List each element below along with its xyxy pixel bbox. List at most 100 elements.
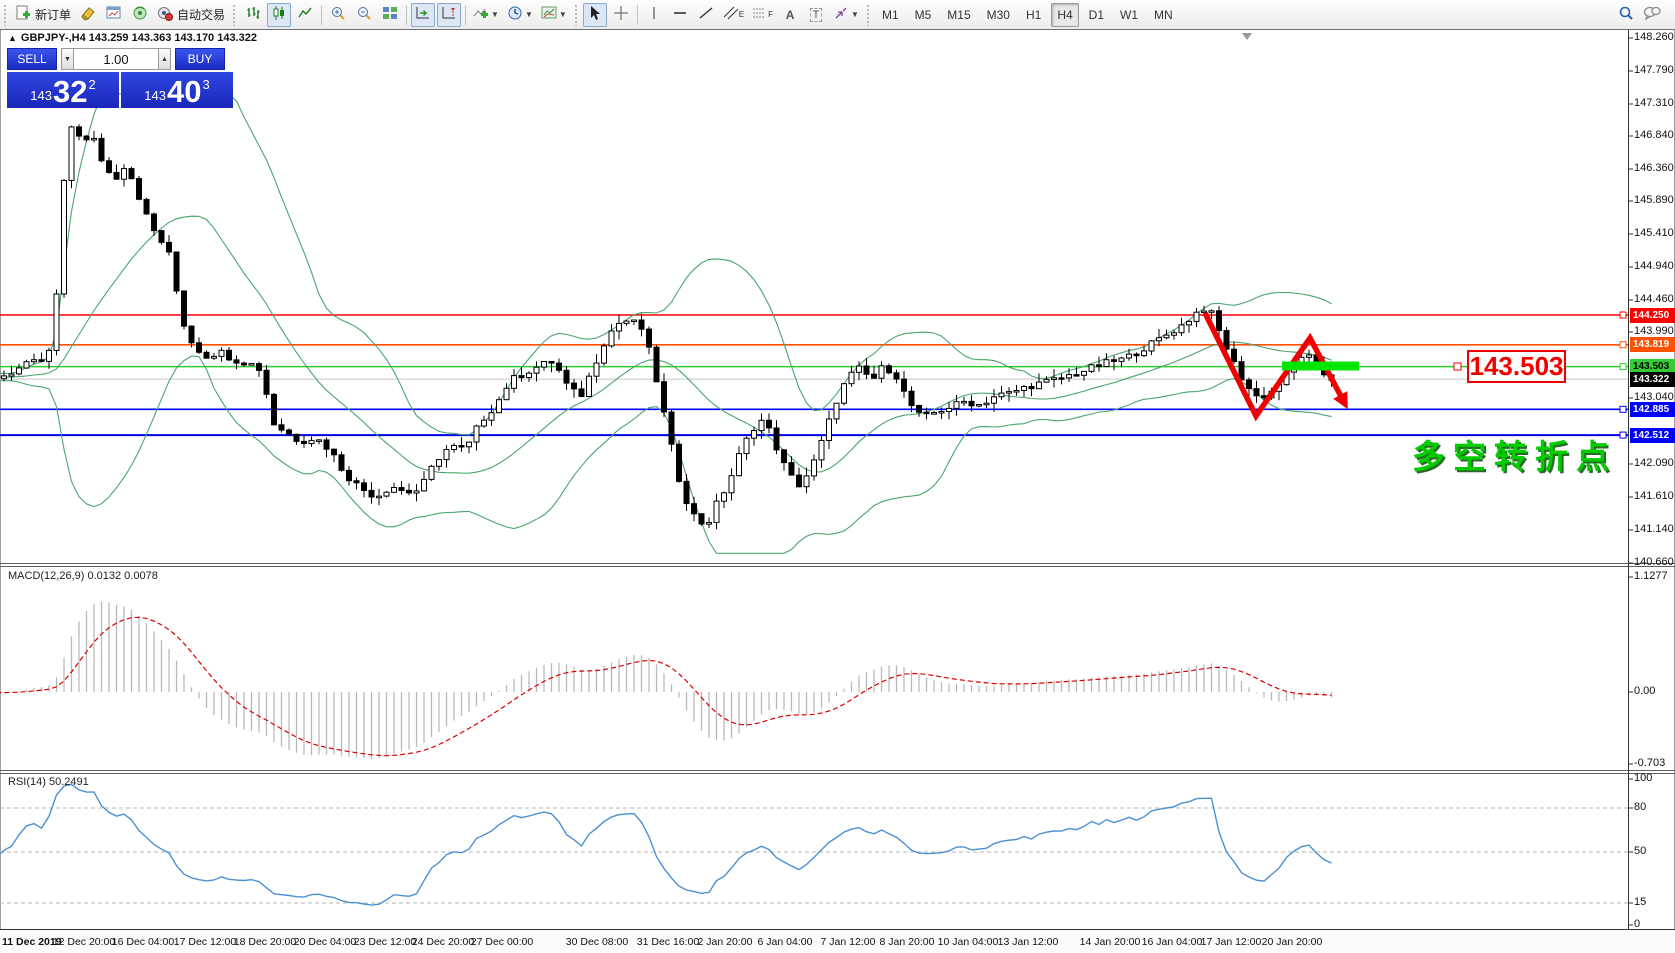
annotation-anchor-square: [1453, 362, 1462, 371]
chat-button[interactable]: [1640, 3, 1664, 27]
fibonacci-tool-label: F: [768, 10, 774, 19]
zoom-in-icon: [330, 5, 346, 24]
one-click-trade-panel: SELL ▼ ▲ BUY 143 32 2 143 40 3: [7, 48, 233, 108]
fibonacci-tool[interactable]: F: [749, 3, 776, 27]
bollinger-bands: [0, 93, 1332, 554]
buy-price-big: 40: [166, 74, 202, 109]
candle-chart-type-button[interactable]: [267, 2, 292, 27]
trendline-tool[interactable]: [694, 3, 718, 27]
indicators-button[interactable]: ▼: [470, 3, 502, 27]
timeframe-button-M15[interactable]: M15: [947, 7, 971, 22]
dropdown-arrow-icon: ▼: [851, 10, 859, 19]
buy-button[interactable]: BUY: [175, 48, 225, 70]
line-chart-type-button[interactable]: [293, 3, 317, 27]
zoom-out-button[interactable]: [352, 3, 376, 27]
chart-window[interactable]: [0, 30, 1675, 953]
toolbar-drag-handle[interactable]: [865, 3, 871, 26]
text-tool[interactable]: A: [778, 3, 802, 27]
chart-window-icon: [106, 5, 122, 24]
auto-trading-icon: [157, 5, 174, 24]
collapse-panel-icon[interactable]: ▲: [8, 33, 17, 43]
bar-chart-type-button[interactable]: [241, 3, 265, 27]
auto-trading-button[interactable]: 自动交易: [154, 3, 228, 27]
signal-icon: [132, 5, 148, 24]
dropdown-arrow-icon: ▼: [558, 10, 567, 19]
text-tool-label: A: [785, 7, 795, 22]
timeframe-button-M5[interactable]: M5: [914, 7, 932, 22]
label-tool-label: T: [809, 7, 823, 22]
channel-tool[interactable]: E: [720, 3, 747, 27]
arrows-icon: [833, 5, 849, 24]
line-chart-icon: [297, 5, 313, 24]
auto-scroll-button[interactable]: [411, 2, 436, 27]
chart-title-text: GBPJPY-,H4 143.259 143.363 143.170 143.3…: [20, 32, 257, 44]
turning-point-annotation: 多空转折点: [1412, 438, 1617, 475]
timeframe-button-H1[interactable]: H1: [1025, 7, 1042, 22]
candlesticks: [1, 124, 1335, 530]
chart-shift-icon: [441, 5, 457, 24]
fibonacci-icon: [752, 5, 768, 24]
tile-windows-icon: [382, 5, 398, 24]
volume-increase-button[interactable]: ▲: [158, 48, 171, 70]
toolbar-drag-handle[interactable]: [232, 3, 238, 26]
signals-button[interactable]: [128, 3, 152, 27]
timeframe-button-D1[interactable]: D1: [1088, 7, 1105, 22]
dropdown-arrow-icon: ▼: [524, 10, 533, 19]
auto-scroll-icon: [415, 5, 431, 24]
templates-button[interactable]: ▼: [538, 3, 570, 27]
chart-shift-marker-icon[interactable]: [1242, 33, 1252, 40]
volume-input[interactable]: [74, 48, 158, 70]
search-button[interactable]: [1614, 3, 1638, 27]
timeframe-button-M30[interactable]: M30: [986, 7, 1010, 22]
timeframe-button-M1[interactable]: M1: [881, 7, 899, 22]
horizontal-price-lines[interactable]: [0, 311, 1628, 439]
new-chart-button[interactable]: [102, 3, 126, 27]
timeframe-group: M1 M5 M15 M30 H1 H4 D1 W1 MN: [874, 2, 1181, 27]
vertical-line-tool[interactable]: [642, 3, 666, 27]
macd-signal-line: [0, 616, 1332, 757]
timeframe-button-H4[interactable]: H4: [1051, 2, 1079, 27]
toolbar: 新订单 自动交易 ▼ ▼ ▼ E F A T ▼ M1 M5 M15 M30 H1 H4 D…: [0, 0, 1675, 30]
bar-chart-icon: [245, 5, 261, 24]
sell-button[interactable]: SELL: [7, 48, 57, 70]
sell-price-display[interactable]: 143 32 2: [7, 72, 119, 108]
zoom-out-icon: [356, 5, 372, 24]
volume-decrease-button[interactable]: ▼: [61, 48, 74, 70]
buy-price-prefix: 143: [144, 88, 166, 103]
periods-button[interactable]: ▼: [504, 3, 536, 27]
price-annotation-box: 143.503: [1467, 350, 1566, 383]
text-label-tool[interactable]: T: [804, 3, 828, 27]
new-order-icon: [15, 5, 31, 24]
rsi-indicator-label: RSI(14) 50.2491: [8, 776, 89, 788]
buy-price-display[interactable]: 143 40 3: [121, 72, 233, 108]
timeframe-button-W1[interactable]: W1: [1120, 7, 1139, 22]
sell-price-sup: 2: [88, 77, 96, 92]
buy-price-sup: 3: [202, 77, 210, 92]
channel-icon: [723, 5, 739, 24]
cursor-button[interactable]: [582, 2, 607, 27]
sell-price-prefix: 143: [30, 88, 52, 103]
chart-title: ▲ GBPJPY-,H4 143.259 143.363 143.170 143.…: [8, 32, 257, 44]
eraser-button[interactable]: [76, 3, 100, 27]
new-order-button[interactable]: 新订单: [12, 3, 74, 27]
horizontal-line-icon: [672, 5, 688, 24]
tile-windows-button[interactable]: [378, 3, 402, 27]
candlestick-icon: [271, 5, 287, 24]
new-order-label: 新订单: [35, 8, 72, 22]
crosshair-button[interactable]: [609, 3, 633, 27]
macd-histogram: [3, 601, 1333, 759]
toolbar-drag-handle[interactable]: [3, 3, 8, 26]
panel-frame: [0, 29, 1675, 930]
template-icon: [541, 5, 557, 24]
time-axis-strip: [0, 930, 1675, 953]
horizontal-line-tool[interactable]: [668, 3, 692, 27]
zoom-in-button[interactable]: [326, 3, 350, 27]
green-level-bar-annotation[interactable]: [1282, 361, 1359, 371]
auto-trading-label: 自动交易: [177, 8, 226, 22]
toolbar-drag-handle[interactable]: [573, 3, 579, 26]
chart-shift-button[interactable]: [437, 2, 462, 27]
arrows-tool[interactable]: ▼: [830, 3, 862, 27]
trendline-icon: [698, 5, 714, 24]
indicators-icon: [473, 5, 489, 24]
timeframe-button-MN[interactable]: MN: [1154, 7, 1173, 22]
